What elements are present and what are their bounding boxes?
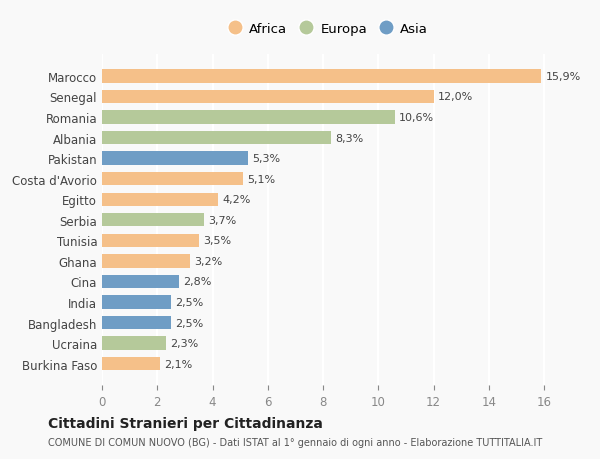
Text: 3,5%: 3,5% bbox=[203, 236, 231, 246]
Bar bbox=[102, 296, 171, 309]
Text: 2,3%: 2,3% bbox=[170, 338, 198, 348]
Bar bbox=[102, 316, 171, 330]
Bar bbox=[102, 90, 434, 104]
Text: 12,0%: 12,0% bbox=[438, 92, 473, 102]
Text: Cittadini Stranieri per Cittadinanza: Cittadini Stranieri per Cittadinanza bbox=[48, 416, 323, 430]
Bar bbox=[102, 70, 541, 84]
Text: 15,9%: 15,9% bbox=[545, 72, 581, 82]
Text: 8,3%: 8,3% bbox=[335, 133, 364, 143]
Bar bbox=[102, 173, 243, 186]
Text: 3,2%: 3,2% bbox=[194, 256, 223, 266]
Bar bbox=[102, 255, 190, 268]
Bar bbox=[102, 357, 160, 370]
Text: 2,5%: 2,5% bbox=[175, 318, 203, 328]
Text: 2,5%: 2,5% bbox=[175, 297, 203, 308]
Legend: Africa, Europa, Asia: Africa, Europa, Asia bbox=[228, 19, 432, 39]
Text: 2,1%: 2,1% bbox=[164, 359, 193, 369]
Bar bbox=[102, 152, 248, 165]
Text: 4,2%: 4,2% bbox=[222, 195, 251, 205]
Bar bbox=[102, 234, 199, 247]
Text: 5,1%: 5,1% bbox=[247, 174, 275, 185]
Text: 10,6%: 10,6% bbox=[399, 113, 434, 123]
Text: 5,3%: 5,3% bbox=[253, 154, 281, 164]
Text: 2,8%: 2,8% bbox=[184, 277, 212, 287]
Bar bbox=[102, 193, 218, 207]
Bar bbox=[102, 132, 331, 145]
Text: 3,7%: 3,7% bbox=[208, 215, 236, 225]
Bar bbox=[102, 111, 395, 124]
Bar bbox=[102, 213, 204, 227]
Bar bbox=[102, 337, 166, 350]
Text: COMUNE DI COMUN NUOVO (BG) - Dati ISTAT al 1° gennaio di ogni anno - Elaborazion: COMUNE DI COMUN NUOVO (BG) - Dati ISTAT … bbox=[48, 437, 542, 447]
Bar bbox=[102, 275, 179, 289]
